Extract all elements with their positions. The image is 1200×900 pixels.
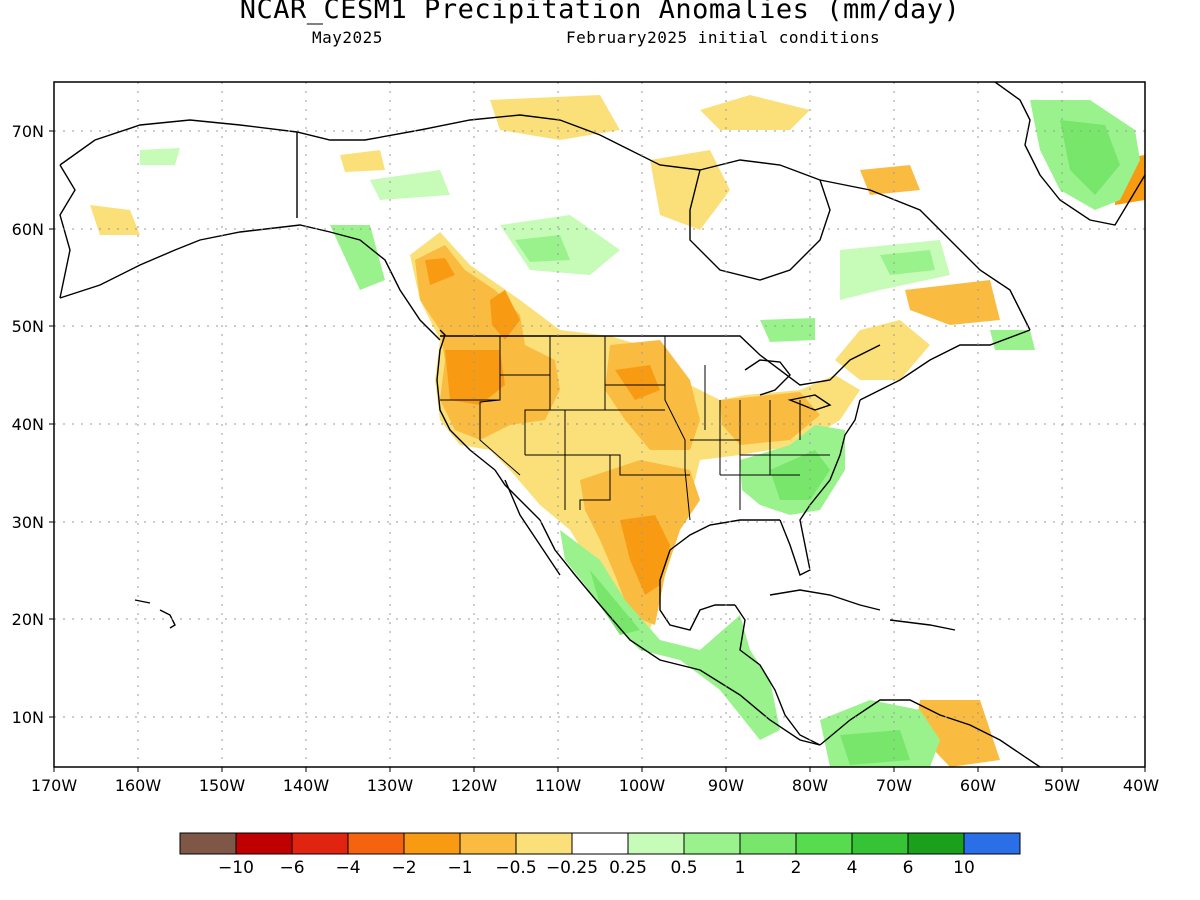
coastlines	[59, 82, 1145, 767]
colorbar-label: −10	[218, 858, 254, 878]
lon-label: 100W	[619, 776, 666, 795]
forecast-month: May2025	[312, 28, 383, 47]
lat-label: 70N	[12, 122, 44, 141]
colorbar-swatch	[571, 832, 629, 855]
colorbar-label: −6	[279, 858, 304, 878]
colorbar-label: 10	[953, 858, 975, 878]
lon-label: 60W	[960, 776, 996, 795]
dry-anomaly-shading	[90, 95, 1145, 767]
lon-label: 70W	[876, 776, 912, 795]
colorbar-swatch	[963, 832, 1021, 855]
colorbar-label: 0.5	[670, 858, 697, 878]
lon-label: 150W	[199, 776, 246, 795]
colorbar-label: 0.25	[609, 858, 647, 878]
state-borders	[440, 336, 830, 521]
colorbar-label: −4	[335, 858, 360, 878]
grid-lines	[54, 82, 1145, 767]
colorbar-swatch	[795, 832, 853, 855]
lon-label: 130W	[367, 776, 414, 795]
lon-label: 120W	[451, 776, 498, 795]
lon-label: 110W	[535, 776, 582, 795]
colorbar-label: 1	[735, 858, 746, 878]
colorbar-label: −1	[447, 858, 472, 878]
colorbar-swatch	[403, 832, 461, 855]
colorbar-swatch	[459, 832, 517, 855]
lat-label: 10N	[12, 708, 44, 727]
lat-label: 30N	[12, 513, 44, 532]
lon-label: 80W	[792, 776, 828, 795]
lon-label: 40W	[1123, 776, 1159, 795]
initial-conditions: February2025 initial conditions	[566, 28, 881, 47]
lat-label: 60N	[12, 220, 44, 239]
colorbar-swatch	[515, 832, 573, 855]
colorbar-swatch	[739, 832, 797, 855]
colorbar-swatch	[179, 832, 237, 855]
lon-label: 90W	[708, 776, 744, 795]
colorbar-swatch	[235, 832, 293, 855]
colorbar-labels: −10 −6 −4 −2 −1 −0.5 −0.25 0.25 0.5 1 2 4 6 10	[218, 858, 975, 878]
colorbar-swatch	[627, 832, 685, 855]
lon-label: 140W	[283, 776, 330, 795]
longitude-labels: 170W 160W 150W 140W 130W 120W 110W 100W …	[31, 776, 1159, 795]
tick-marks	[49, 130, 1146, 772]
lat-label: 40N	[12, 415, 44, 434]
latitude-labels: 70N 60N 50N 40N 30N 20N 10N	[12, 122, 44, 727]
map-area	[54, 82, 1145, 767]
colorbar-swatch	[907, 832, 965, 855]
lat-label: 50N	[12, 317, 44, 336]
colorbar-label: 2	[791, 858, 802, 878]
colorbar-swatch	[683, 832, 741, 855]
map-title: NCAR_CESM1 Precipitation Anomalies (mm/d…	[239, 0, 961, 25]
colorbar-label: −0.25	[546, 858, 598, 878]
lat-label: 20N	[12, 610, 44, 629]
lon-label: 160W	[115, 776, 162, 795]
colorbar-label: 4	[847, 858, 858, 878]
colorbar	[179, 832, 1021, 855]
lon-label: 170W	[31, 776, 78, 795]
colorbar-label: 6	[903, 858, 914, 878]
colorbar-swatch	[851, 832, 909, 855]
colorbar-swatch	[347, 832, 405, 855]
lon-label: 50W	[1044, 776, 1080, 795]
colorbar-swatch	[291, 832, 349, 855]
colorbar-label: −0.5	[495, 858, 536, 878]
colorbar-label: −2	[391, 858, 416, 878]
